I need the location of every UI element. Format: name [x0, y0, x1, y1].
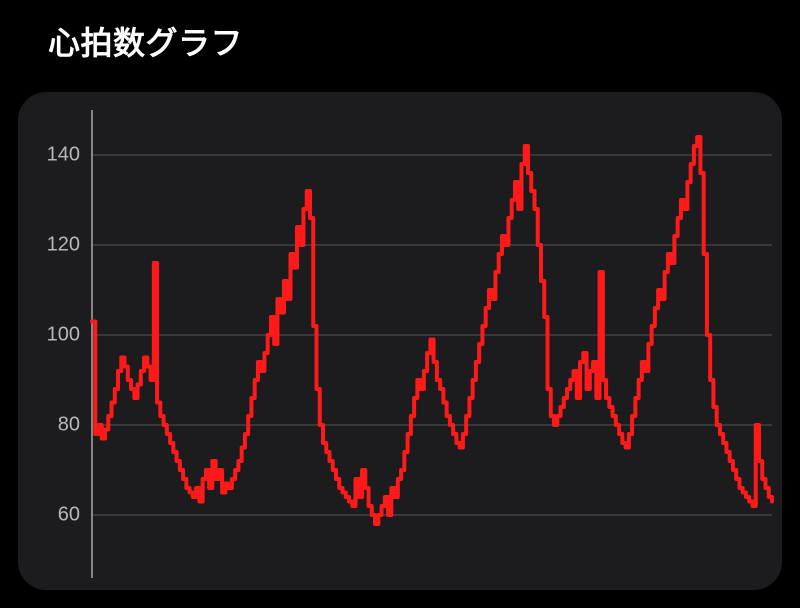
ytick-label: 100: [18, 324, 80, 347]
ytick-label: 80: [18, 414, 80, 437]
ytick-label: 60: [18, 504, 80, 527]
heart-rate-chart: [18, 92, 782, 588]
ytick-label: 140: [18, 144, 80, 167]
page-title: 心拍数グラフ: [48, 18, 243, 64]
chart-card: 60 80 100 120 140: [18, 92, 782, 590]
ytick-label: 120: [18, 234, 80, 257]
heart-rate-line: [92, 137, 772, 524]
